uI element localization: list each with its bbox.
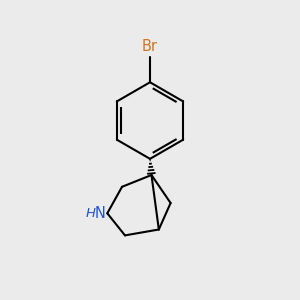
Text: Br: Br [142,39,158,54]
Text: N: N [94,206,105,221]
Text: H: H [86,207,96,220]
